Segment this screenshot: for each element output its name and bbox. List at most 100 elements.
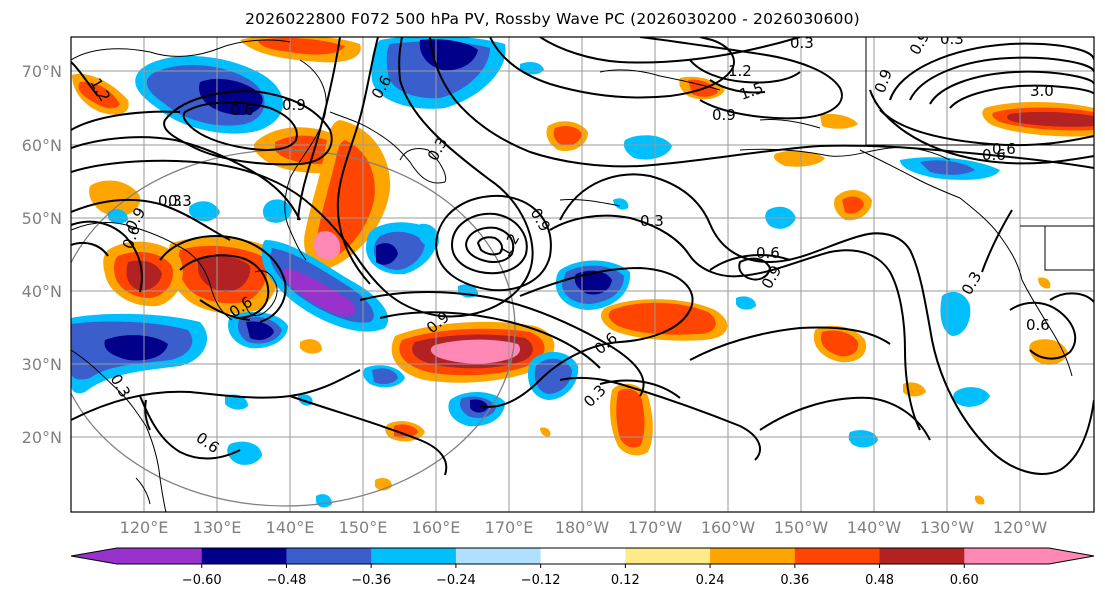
negative-anomaly xyxy=(372,368,398,385)
colorbar-swatch xyxy=(625,548,711,564)
colorbar-tick-label: −0.24 xyxy=(436,573,476,588)
negative-anomaly xyxy=(623,135,672,160)
colorbar-swatch xyxy=(540,548,626,564)
lon-label: 150°E xyxy=(339,518,388,537)
negative-anomaly xyxy=(534,358,572,394)
colorbar-extend-low xyxy=(71,548,117,564)
negative-anomaly xyxy=(225,394,248,410)
lon-label: 130°W xyxy=(920,518,975,537)
negative-anomaly xyxy=(199,78,263,116)
negative-anomaly xyxy=(283,268,356,317)
negative-anomaly xyxy=(246,321,274,340)
lat-label: 20°N xyxy=(22,428,62,447)
pv-contours xyxy=(71,37,1094,476)
lat-label: 30°N xyxy=(22,355,62,374)
negative-anomaly xyxy=(108,209,128,224)
contour-label: 0.3 xyxy=(158,192,182,210)
negative-anomaly xyxy=(940,291,971,336)
colorbar-tick-label: 0.60 xyxy=(950,573,979,588)
positive-anomaly xyxy=(842,196,864,214)
latitude-labels: 70°N 60°N 50°N 40°N 30°N 20°N xyxy=(22,62,62,447)
pv-anomaly-shading xyxy=(71,37,1094,508)
negative-anomaly xyxy=(227,441,262,465)
contour-label: 0.6 xyxy=(230,101,254,119)
negative-anomaly xyxy=(848,430,878,448)
lon-label: 140°W xyxy=(847,518,902,537)
positive-anomaly xyxy=(820,114,858,129)
positive-anomaly xyxy=(258,38,345,55)
contour-label: 0.3 xyxy=(640,212,664,230)
negative-anomaly xyxy=(418,223,439,248)
lon-label: 150°W xyxy=(774,518,829,537)
positive-anomaly xyxy=(313,231,341,260)
colorbar-extend-high xyxy=(1049,548,1094,564)
lat-label: 40°N xyxy=(22,282,62,301)
positive-anomaly xyxy=(317,140,375,258)
contour-label: 0.3 xyxy=(168,192,192,210)
positive-anomaly xyxy=(78,81,120,109)
contour-label: 0.9 xyxy=(712,106,736,124)
colorbar-tick-label: 0.24 xyxy=(696,573,725,588)
positive-anomaly xyxy=(820,330,859,357)
contour-label: 0.6 xyxy=(1026,316,1050,334)
positive-anomaly xyxy=(540,427,551,437)
lon-label: 140°E xyxy=(266,518,315,537)
positive-anomaly xyxy=(1007,111,1094,127)
lat-label: 70°N xyxy=(22,62,62,81)
colorbar-swatch xyxy=(964,548,1050,564)
contour-label: 0.6 xyxy=(756,244,780,262)
positive-anomaly xyxy=(198,255,251,292)
colorbar-swatch xyxy=(286,548,372,564)
positive-anomaly xyxy=(1038,277,1051,289)
negative-anomaly xyxy=(470,399,488,413)
longitude-labels: 120°E 130°E 140°E 150°E 160°E 170°E 180°… xyxy=(120,518,1048,537)
lon-label: 160°W xyxy=(701,518,756,537)
positive-anomaly xyxy=(974,495,985,505)
colorbar-tick-label: −0.36 xyxy=(351,573,391,588)
map-frame xyxy=(70,36,1095,513)
positive-anomaly xyxy=(774,150,825,167)
contour-label: 1.2 xyxy=(728,62,752,80)
lon-label: 170°W xyxy=(628,518,683,537)
positive-anomaly xyxy=(430,339,521,364)
colorbar-tick-label: 0.48 xyxy=(865,573,894,588)
colorbar-swatch xyxy=(201,548,287,564)
negative-anomaly xyxy=(953,387,990,407)
positive-anomaly xyxy=(553,126,582,146)
colorbar-tick-label: −0.60 xyxy=(182,573,222,588)
contour-label: 0.3 xyxy=(940,30,964,48)
colorbar-tick-label: −0.48 xyxy=(267,573,307,588)
colorbar-tick-label: 0.36 xyxy=(780,573,809,588)
radius-circle xyxy=(71,149,516,507)
positive-anomaly xyxy=(616,388,645,448)
lon-label: 160°E xyxy=(412,518,461,537)
lat-label: 60°N xyxy=(22,136,62,155)
contour-label: 0.3 xyxy=(790,34,814,52)
map-title: 2026022800 F072 500 hPa PV, Rossby Wave … xyxy=(245,10,860,28)
colorbar-swatch xyxy=(371,548,457,564)
colorbar: −0.60 −0.48 −0.36 −0.24 −0.12 0.12 0.24 0.36 0.4… xyxy=(70,547,1095,588)
contour-label: 3.0 xyxy=(1030,82,1054,100)
lon-label: 180°W xyxy=(555,518,610,537)
colorbar-swatch xyxy=(879,548,965,564)
contour-label: 0.6 xyxy=(982,146,1006,164)
positive-anomaly xyxy=(394,424,418,439)
negative-anomaly xyxy=(613,198,629,210)
negative-anomaly xyxy=(188,201,220,222)
colorbar-swatch xyxy=(117,548,203,564)
lon-label: 120°W xyxy=(993,518,1048,537)
colorbar-tick-label: 0.12 xyxy=(611,573,640,588)
positive-anomaly xyxy=(300,339,322,354)
negative-anomaly xyxy=(104,335,168,361)
negative-anomaly xyxy=(376,243,398,265)
lon-label: 130°E xyxy=(193,518,242,537)
negative-anomaly xyxy=(736,296,756,310)
negative-anomaly xyxy=(574,270,612,295)
lon-label: 120°E xyxy=(120,518,169,537)
lon-label: 170°E xyxy=(485,518,534,537)
colorbar-swatch xyxy=(710,548,796,564)
colorbar-tick-label: −0.12 xyxy=(521,573,561,588)
contour-label: 0.9 xyxy=(282,96,306,114)
contour-label: 0.6 xyxy=(992,140,1016,158)
